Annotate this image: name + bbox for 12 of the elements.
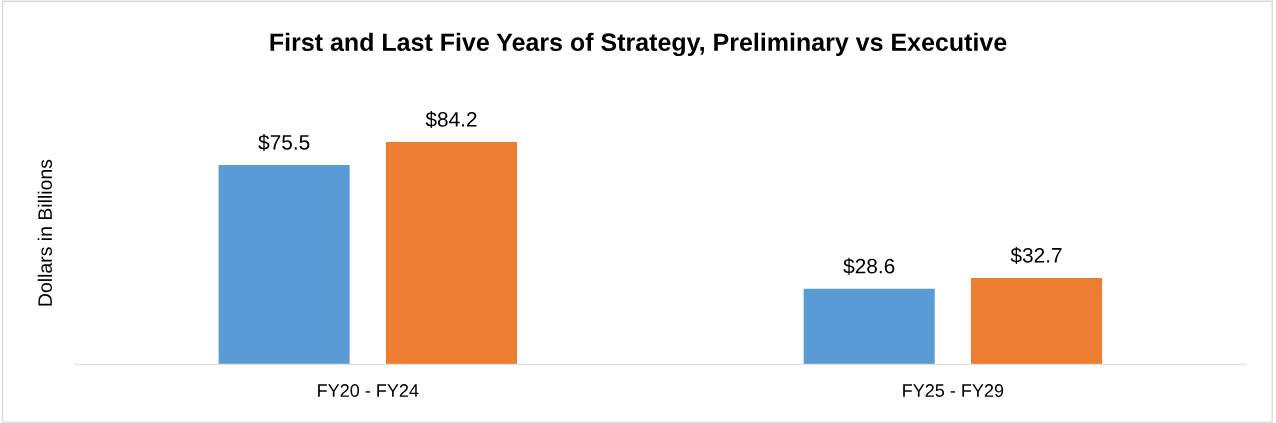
bar bbox=[385, 141, 517, 365]
data-label: $32.7 bbox=[1010, 247, 1062, 264]
data-label: $28.6 bbox=[843, 257, 895, 275]
bar bbox=[803, 288, 935, 365]
y-axis-title: Dollars in Billions bbox=[37, 159, 52, 306]
bar bbox=[218, 164, 350, 365]
data-label: $75.5 bbox=[258, 134, 310, 151]
x-tick-label: FY25 - FY29 bbox=[903, 384, 1004, 397]
x-tick-label: FY20 - FY24 bbox=[318, 384, 419, 397]
chart-title: First and Last Five Years of Strategy, Preliminary vs Executive bbox=[270, 32, 1007, 57]
data-label: $84.2 bbox=[425, 111, 477, 128]
bar bbox=[970, 277, 1103, 365]
